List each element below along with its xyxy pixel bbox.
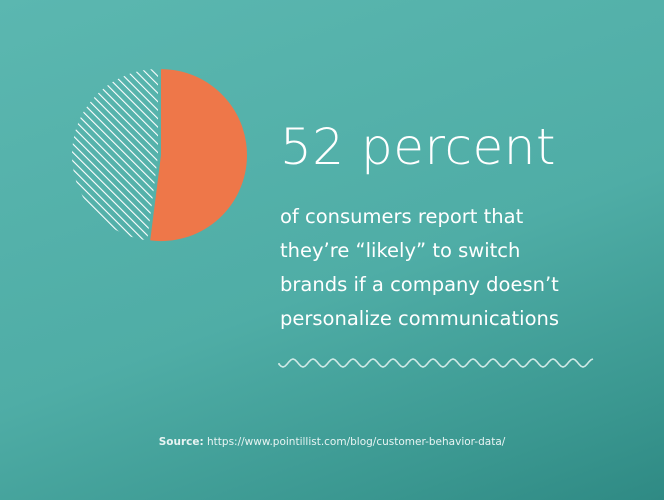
description-line: personalize communications — [280, 307, 560, 330]
pie-slice-remainder — [71, 69, 158, 241]
stat-description: of consumers report that they’re “likely… — [280, 200, 620, 336]
pie-chart — [71, 69, 247, 242]
source-url: https://www.pointillist.com/blog/custome… — [207, 436, 506, 448]
description-line: of consumers report that — [280, 205, 524, 228]
headline-stat: 52 percent — [280, 118, 557, 176]
description-line: they’re “likely” to switch — [280, 239, 521, 262]
description-line: brands if a company doesn’t — [280, 273, 559, 296]
pie-slice-highlight — [150, 69, 247, 242]
wave-divider — [278, 358, 594, 368]
source-citation: Source: https://www.pointillist.com/blog… — [0, 436, 664, 448]
source-label: Source: — [158, 436, 204, 448]
